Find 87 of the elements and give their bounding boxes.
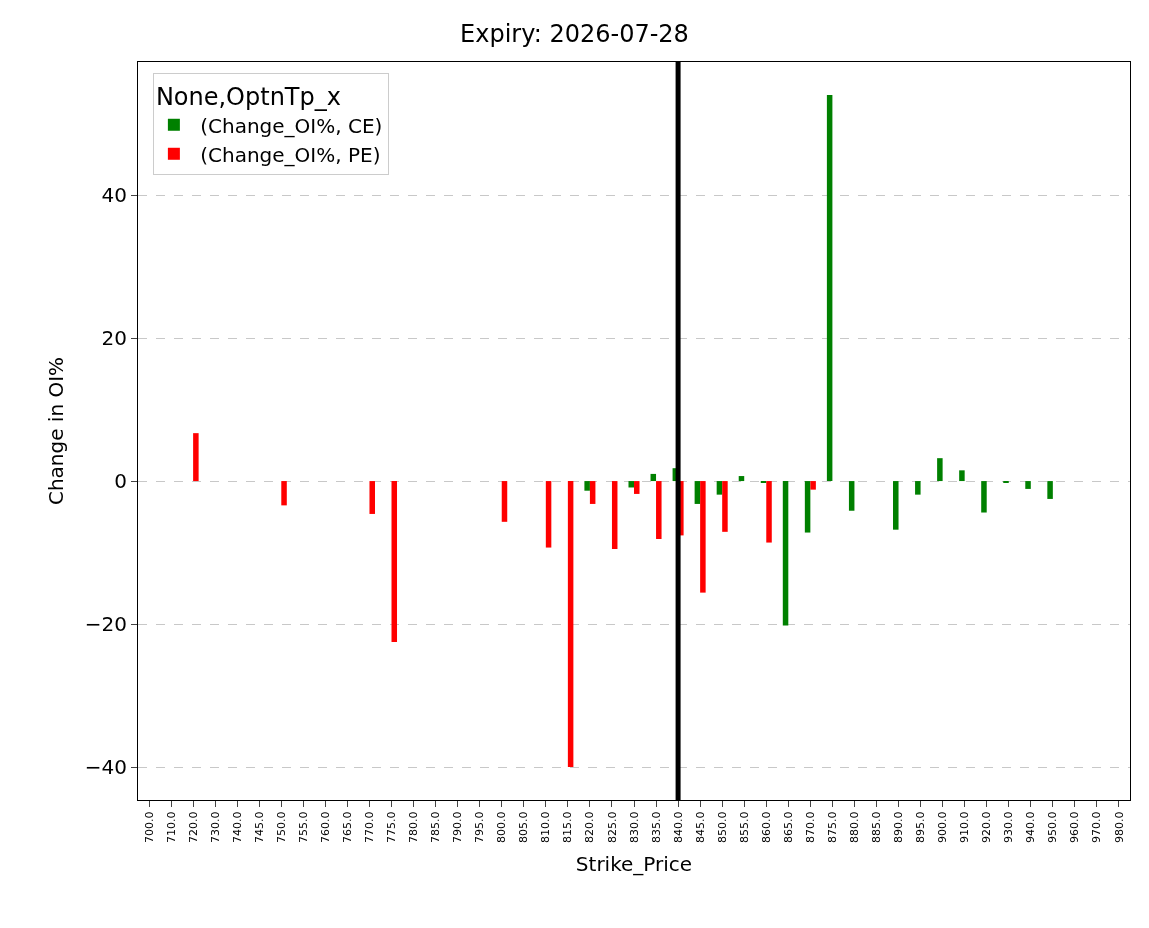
- x-tick-label: 810.0: [539, 811, 553, 843]
- x-tick-label: 880.0: [848, 811, 862, 843]
- x-tick-label: 760.0: [318, 811, 332, 843]
- x-tick-label: 980.0: [1112, 811, 1126, 843]
- bar: [1025, 481, 1031, 489]
- x-tick-label: 850.0: [715, 811, 729, 843]
- bar: [782, 481, 789, 626]
- x-tick-label: 720.0: [186, 811, 200, 843]
- x-tick-label: 865.0: [781, 811, 795, 843]
- bar: [915, 481, 921, 495]
- bar: [281, 481, 287, 506]
- bar: [893, 481, 899, 530]
- bar: [766, 481, 772, 543]
- y-tick-label: −40: [84, 755, 127, 780]
- x-tick-label: 775.0: [385, 811, 399, 843]
- x-tick-label: 900.0: [936, 811, 950, 843]
- y-tick-label: 20: [101, 326, 127, 351]
- bar: [611, 481, 618, 549]
- x-tick-label: 825.0: [605, 811, 619, 843]
- y-tick-label: 0: [114, 469, 127, 494]
- bar: [545, 481, 552, 548]
- bar: [650, 473, 657, 482]
- x-tick-label: 930.0: [1002, 811, 1016, 843]
- x-tick-label: 860.0: [759, 811, 773, 843]
- x-tick-label: 855.0: [737, 811, 751, 843]
- x-tick-label: 820.0: [583, 811, 597, 843]
- bar: [656, 481, 662, 539]
- x-tick-label: 890.0: [892, 811, 906, 843]
- x-tick-label: 740.0: [230, 811, 244, 843]
- bar: [501, 481, 508, 522]
- x-tick-label: 805.0: [517, 811, 531, 843]
- x-tick-label: 940.0: [1024, 811, 1038, 843]
- legend-title: None,OptnTp_x: [155, 83, 341, 112]
- x-tick-label: 745.0: [252, 811, 266, 843]
- x-tick-label: 835.0: [649, 811, 663, 843]
- y-tick-label: 40: [101, 183, 127, 208]
- bar: [848, 481, 855, 511]
- bar: [959, 470, 965, 482]
- x-tick-label: 875.0: [825, 811, 839, 843]
- x-tick-label: 800.0: [495, 811, 509, 843]
- chart-title: Expiry: 2026-07-28: [460, 20, 689, 49]
- x-tick-label: 970.0: [1090, 811, 1104, 843]
- x-tick-label: 790.0: [451, 811, 465, 843]
- y-axis-title: Change in OI%: [44, 356, 69, 506]
- x-tick-label: 845.0: [693, 811, 707, 843]
- bar: [981, 481, 987, 513]
- bar: [810, 481, 816, 490]
- bar: [634, 481, 640, 494]
- bar: [369, 481, 375, 514]
- bar: [193, 433, 199, 482]
- x-tick-label: 920.0: [980, 811, 994, 843]
- x-tick-label: 895.0: [914, 811, 928, 843]
- legend-label: (Change_OI%, PE): [193, 142, 381, 167]
- x-tick-label: 710.0: [164, 811, 178, 843]
- x-axis-title: Strike_Price: [575, 852, 693, 877]
- bar: [937, 458, 943, 482]
- bar: [628, 481, 634, 488]
- x-tick-label: 885.0: [870, 811, 884, 843]
- x-tick-label: 700.0: [142, 811, 156, 843]
- x-tick-label: 780.0: [407, 811, 421, 843]
- bar: [1047, 481, 1053, 499]
- x-tick-label: 870.0: [803, 811, 817, 843]
- bar: [700, 481, 706, 593]
- x-tick-label: 755.0: [296, 811, 310, 843]
- x-tick-label: 815.0: [561, 811, 575, 843]
- bar: [826, 94, 833, 482]
- bar: [722, 481, 728, 532]
- bar: [804, 481, 811, 533]
- legend-label: (Change_OI%, CE): [193, 113, 383, 138]
- x-tick-label: 950.0: [1046, 811, 1060, 843]
- bar: [589, 481, 596, 504]
- x-tick-label: 785.0: [429, 811, 443, 843]
- x-tick-label: 765.0: [341, 811, 354, 843]
- bar: [694, 481, 701, 504]
- x-tick-label: 830.0: [627, 811, 641, 843]
- bar: [716, 481, 723, 495]
- y-tick-label: −20: [84, 612, 127, 637]
- x-tick-label: 730.0: [208, 811, 222, 843]
- x-tick-label: 750.0: [274, 811, 288, 843]
- x-tick-label: 770.0: [363, 811, 377, 843]
- x-tick-label: 960.0: [1068, 811, 1082, 843]
- bar: [567, 481, 574, 768]
- x-tick-label: 910.0: [958, 811, 972, 843]
- bar: [584, 481, 590, 491]
- x-tick-label: 840.0: [671, 811, 685, 843]
- x-tick-label: 795.0: [473, 811, 487, 843]
- bar: [391, 481, 398, 642]
